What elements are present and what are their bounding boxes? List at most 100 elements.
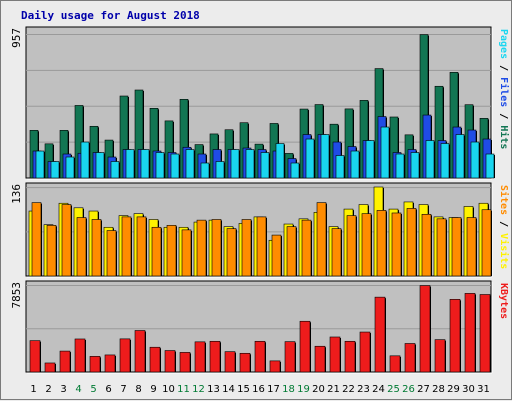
- day-label: 29: [447, 384, 460, 395]
- bar-kbytes-day-11: [179, 352, 191, 373]
- bar-sites-day-12: [196, 219, 207, 277]
- bar-kbytes-day-1: [29, 340, 41, 373]
- day-label: 25: [387, 384, 400, 395]
- day-axis: 1 2 3 4 5 6 7 8 9 10 11 12 13 14 15 16 17 18 19 20 21 22 23 24 2…: [30, 384, 490, 395]
- bar-pages-day-18: [290, 162, 300, 179]
- bar-pages-day-2: [50, 161, 60, 179]
- day-label: 28: [432, 384, 445, 395]
- day-label: 19: [297, 384, 310, 395]
- day-label: 17: [267, 384, 280, 395]
- bar-pages-day-25: [395, 153, 405, 179]
- bar-kbytes-day-18: [284, 341, 296, 373]
- bar-pages-day-23: [365, 140, 375, 179]
- bar-pages-day-31: [485, 153, 495, 179]
- bar-kbytes-day-15: [239, 352, 251, 373]
- chart-panels: 957 136 7853: [10, 26, 495, 374]
- legend-separator: /: [498, 59, 509, 77]
- bar-pages-day-30: [470, 141, 480, 179]
- bar-sites-day-15: [241, 219, 252, 277]
- day-label: 3: [60, 384, 66, 395]
- panel-visits-sites: 136: [10, 182, 493, 278]
- bar-sites-day-14: [226, 228, 237, 277]
- bar-sites-day-3: [61, 204, 72, 277]
- bar-sites-day-30: [466, 217, 477, 277]
- bar-sites-day-9: [151, 226, 162, 277]
- bar-kbytes-day-10: [164, 350, 176, 373]
- bar-pages-day-29: [455, 134, 465, 179]
- legend-separator: /: [498, 107, 509, 125]
- bar-sites-day-31: [481, 209, 492, 277]
- bar-kbytes-day-24: [374, 296, 386, 373]
- bar-sites-day-23: [361, 213, 372, 277]
- bar-kbytes-day-29: [449, 299, 461, 373]
- bar-sites-day-4: [76, 217, 87, 277]
- series-pages: [35, 126, 495, 179]
- bar-pages-day-15: [245, 149, 255, 179]
- day-label: 4: [75, 384, 81, 395]
- bar-sites-day-16: [256, 216, 267, 277]
- chart-title: Daily usage for August 2018: [21, 9, 200, 22]
- bar-pages-day-12: [200, 162, 210, 179]
- bar-sites-day-18: [286, 226, 297, 277]
- bar-sites-day-6: [106, 230, 117, 277]
- bar-kbytes-day-2: [44, 362, 56, 373]
- day-label: 6: [105, 384, 111, 395]
- bar-sites-day-26: [406, 208, 417, 277]
- bar-kbytes-day-22: [344, 340, 356, 373]
- day-label: 30: [462, 384, 475, 395]
- series-sites: [31, 202, 492, 277]
- legend-item-visits: Visits: [498, 233, 510, 269]
- day-label: 15: [237, 384, 250, 395]
- y-max-label: 957: [10, 28, 23, 48]
- day-label: 11: [177, 384, 190, 395]
- day-label: 22: [342, 384, 355, 395]
- bar-pages-day-7: [125, 149, 135, 179]
- bar-sites-day-27: [421, 213, 432, 277]
- bar-kbytes-day-5: [89, 356, 101, 373]
- bar-pages-day-4: [80, 141, 90, 179]
- bar-kbytes-day-26: [404, 343, 416, 373]
- day-label: 26: [402, 384, 415, 395]
- bar-sites-day-20: [316, 202, 327, 277]
- bar-pages-day-6: [110, 161, 120, 179]
- bar-kbytes-day-30: [464, 293, 476, 373]
- bar-pages-day-19: [305, 138, 315, 179]
- bar-pages-day-27: [425, 140, 435, 179]
- bar-kbytes-day-8: [134, 330, 146, 373]
- bar-sites-day-8: [136, 216, 147, 277]
- legend-separator: /: [498, 215, 509, 233]
- legend-middle: Sites / Visits: [498, 185, 510, 269]
- day-label: 14: [222, 384, 235, 395]
- bar-sites-day-17: [271, 234, 282, 277]
- day-label: 20: [312, 384, 325, 395]
- bar-sites-day-10: [166, 225, 177, 277]
- day-label: 27: [417, 384, 430, 395]
- day-label: 8: [135, 384, 141, 395]
- bar-pages-day-28: [440, 143, 450, 179]
- legend-item-pages: Pages: [498, 29, 509, 59]
- bar-pages-day-14: [230, 149, 240, 179]
- day-label: 10: [162, 384, 175, 395]
- bar-pages-day-20: [320, 134, 330, 179]
- day-label: 9: [150, 384, 156, 395]
- bar-sites-day-29: [451, 217, 462, 277]
- bar-kbytes-day-19: [299, 320, 311, 373]
- bar-pages-day-26: [410, 152, 420, 179]
- bar-pages-day-10: [170, 153, 180, 179]
- bar-pages-day-1: [35, 150, 45, 179]
- day-label: 1: [30, 384, 36, 395]
- legend-item-kbytes: KBytes: [498, 283, 509, 319]
- y-max-label: 7853: [10, 282, 23, 309]
- legend-item-sites: Sites: [498, 185, 510, 215]
- day-label: 31: [477, 384, 490, 395]
- bar-kbytes-day-31: [479, 294, 491, 373]
- day-label: 24: [372, 384, 385, 395]
- day-label: 16: [252, 384, 265, 395]
- bar-sites-day-24: [376, 210, 387, 277]
- bar-kbytes-day-23: [359, 331, 371, 373]
- legend-item-files: Files: [498, 77, 510, 107]
- bar-pages-day-16: [260, 152, 270, 179]
- bar-sites-day-7: [121, 216, 132, 277]
- bar-kbytes-day-12: [194, 341, 206, 373]
- panel-hits-files-pages: 957: [10, 26, 495, 180]
